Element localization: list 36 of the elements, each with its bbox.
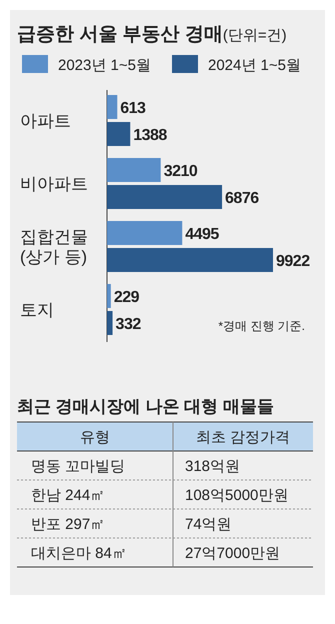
bar	[107, 158, 161, 182]
data-label: 613	[120, 100, 146, 117]
y-tick-label: 토지	[20, 300, 54, 320]
text: 74억원	[185, 516, 232, 533]
text: 최초 감정가격	[196, 429, 290, 446]
bar	[107, 95, 118, 119]
data-label: 229	[114, 289, 140, 306]
annotation: *경매 진행 기준.	[218, 319, 305, 333]
bar	[107, 284, 111, 308]
data-label: 1388	[133, 127, 168, 144]
bar	[107, 185, 222, 209]
y-tick-label: 아파트	[20, 112, 71, 130]
chart-subtitle: (단위=건)	[222, 27, 287, 44]
data-label: 4495	[185, 226, 220, 243]
y-tick-label: 집합건물 (상가 등)	[20, 228, 88, 266]
text: 최근 경매시장에 나온 대형 매물들	[17, 397, 274, 416]
legend-label: 2024년 1~5월	[208, 57, 301, 74]
data-label: 6876	[225, 190, 260, 207]
bar	[107, 311, 113, 335]
text: 27억7000만원	[185, 545, 280, 562]
text: 318억원	[185, 458, 240, 475]
text: 대치은마 84㎡	[31, 545, 127, 562]
chart-title: 급증한 서울 부동산 경매	[17, 24, 223, 45]
data-label: 9922	[276, 253, 310, 270]
y-tick-label: 비아파트	[20, 174, 88, 194]
data-label: 332	[116, 316, 142, 333]
bar	[107, 221, 182, 245]
text: 108억5000만원	[185, 487, 288, 504]
text: 한남 244㎡	[31, 487, 106, 504]
text: 반포 297㎡	[31, 516, 106, 533]
text: 유형	[80, 429, 110, 446]
bar	[107, 248, 273, 272]
legend-label: 2023년 1~5월	[58, 57, 151, 74]
data-label: 3210	[164, 163, 198, 180]
text: 명동 꼬마빌딩	[31, 458, 126, 475]
bar	[107, 122, 130, 146]
